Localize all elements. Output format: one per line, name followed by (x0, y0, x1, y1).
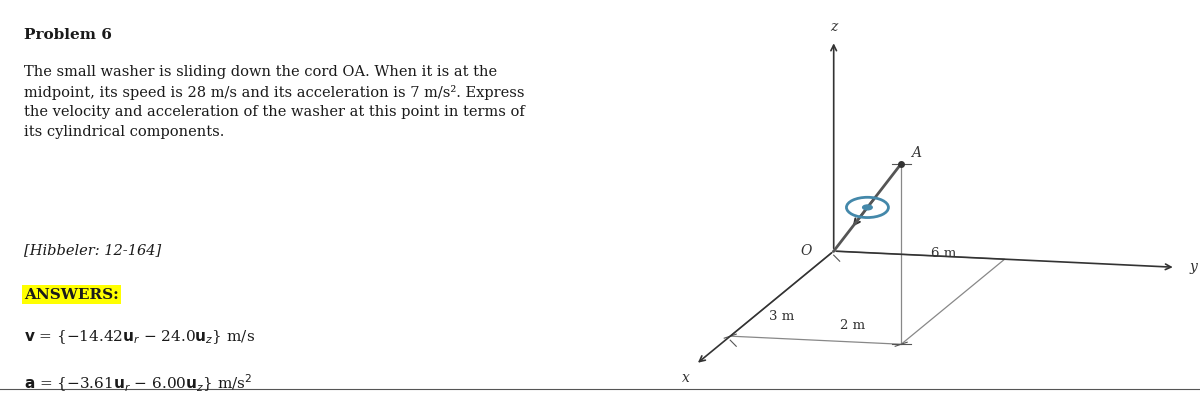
Text: O: O (800, 244, 812, 258)
Text: 6 m: 6 m (931, 247, 956, 260)
Text: z: z (830, 20, 838, 34)
Text: y: y (1190, 260, 1198, 274)
Text: $\mathbf{a}$ = {$-$3.61$\mathbf{u}_{r}$ $-$ 6.00$\mathbf{u}_{z}$} m/s$^{2}$: $\mathbf{a}$ = {$-$3.61$\mathbf{u}_{r}$ … (24, 373, 252, 394)
Text: x: x (683, 371, 690, 385)
Text: The small washer is sliding down the cord OA. When it is at the
midpoint, its sp: The small washer is sliding down the cor… (24, 65, 524, 139)
Text: 2 m: 2 m (840, 319, 865, 332)
Text: 3 m: 3 m (769, 310, 794, 323)
Text: $\mathbf{v}$ = {$-$14.42$\mathbf{u}_{r}$ $-$ 24.0$\mathbf{u}_{z}$} m/s: $\mathbf{v}$ = {$-$14.42$\mathbf{u}_{r}$… (24, 328, 256, 346)
Text: ANSWERS:: ANSWERS: (24, 288, 119, 302)
Text: A: A (911, 147, 920, 160)
Text: [Hibbeler: 12-164]: [Hibbeler: 12-164] (24, 243, 161, 257)
Text: Problem 6: Problem 6 (24, 28, 112, 43)
Ellipse shape (863, 205, 872, 210)
